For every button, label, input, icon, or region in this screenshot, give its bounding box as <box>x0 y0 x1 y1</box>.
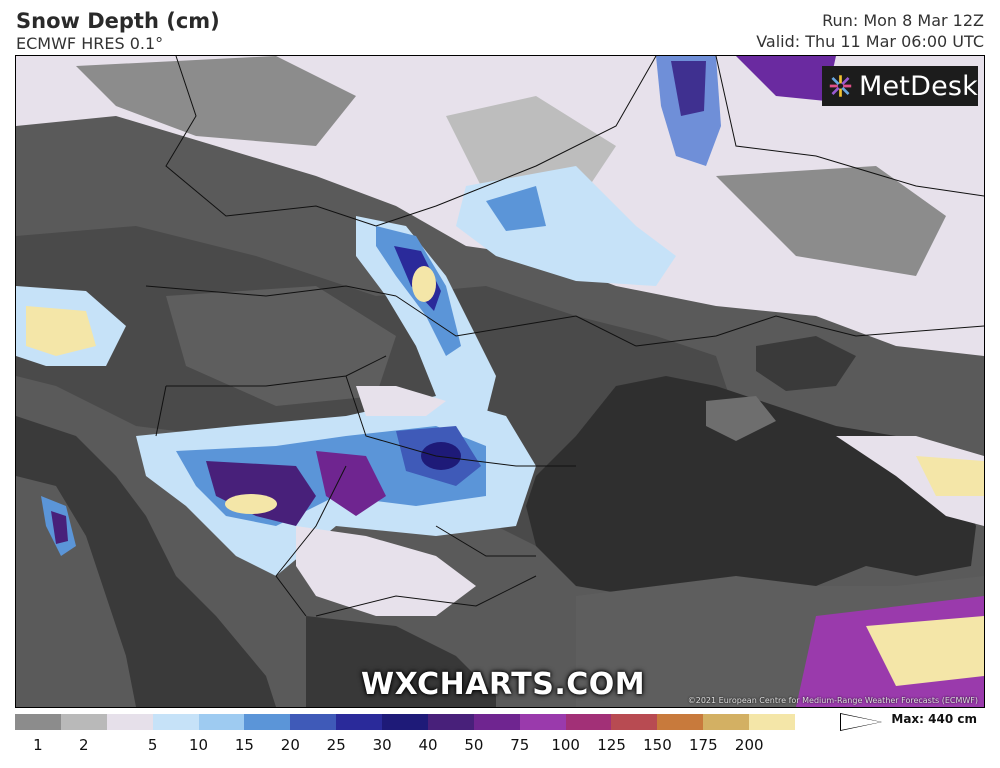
aegean-sea <box>306 616 496 707</box>
black-sea <box>526 376 976 596</box>
run-info: Run: Mon 8 Mar 12Z Valid: Thu 11 Mar 06:… <box>756 10 984 52</box>
legend-tick-label: 25 <box>326 736 346 754</box>
legend-swatch <box>565 714 612 730</box>
legend-tick-label: 175 <box>689 736 718 754</box>
legend-swatch <box>382 714 428 730</box>
snow-purple-northeast <box>736 56 836 101</box>
grey-patch-ukraine <box>716 166 946 276</box>
metdesk-starburst-icon <box>829 75 852 97</box>
legend-tick-label: 10 <box>189 736 209 754</box>
legend-tick-label: 1 <box>33 736 43 754</box>
copyright-notice: ©2021 European Centre for Medium-Range W… <box>687 696 978 705</box>
legend-tick-label: 200 <box>734 736 764 754</box>
valid-time: Valid: Thu 11 Mar 06:00 UTC <box>756 32 984 51</box>
italy <box>16 476 136 707</box>
snow-purple-north <box>671 61 706 116</box>
snow-carpathians-lightblue <box>356 216 496 436</box>
grey-patch-hungary <box>166 286 396 406</box>
snow-dinaric-peak <box>225 494 277 514</box>
legend-swatch <box>703 714 749 730</box>
sea-of-azov <box>756 336 856 391</box>
snow-anatolia-peak <box>866 616 984 686</box>
metdesk-logo: MetDesk <box>822 66 978 106</box>
legend-swatch <box>611 714 658 730</box>
map-canvas <box>16 56 984 707</box>
legend-tick-label: 75 <box>510 736 530 754</box>
legend-tick-label: 15 <box>234 736 254 754</box>
chart-header: Snow Depth (cm) ECMWF HRES 0.1° <box>16 8 220 54</box>
snow-balkans-core <box>421 442 461 470</box>
snow-wallachia-white <box>356 386 446 416</box>
legend-tick-label: 40 <box>418 736 438 754</box>
snow-bulgaria-white <box>296 526 476 616</box>
grey-patch-germany <box>76 56 356 146</box>
snow-carpathians-peak <box>412 266 436 302</box>
country-borders <box>145 56 984 617</box>
snow-depth-map[interactable]: MetDesk WXCHARTS.COM ©2021 European Cent… <box>15 55 985 708</box>
chart-title: Snow Depth (cm) <box>16 9 220 33</box>
legend-tick-label: 20 <box>280 736 300 754</box>
snow-alps-peak <box>26 306 96 356</box>
legend-swatch <box>290 714 337 730</box>
legend-max-value: Max: 440 cm <box>891 712 977 726</box>
legend-swatch <box>519 714 566 730</box>
snow-apennines-core <box>51 511 68 544</box>
logo-text: MetDesk <box>859 70 978 102</box>
snow-serbia-purple <box>316 451 386 516</box>
legend-swatch <box>794 714 841 730</box>
legend-tick-label: 100 <box>551 736 580 754</box>
legend-tick-label: 30 <box>372 736 392 754</box>
legend-swatch <box>657 714 704 730</box>
legend-swatch <box>749 714 795 730</box>
legend-swatch <box>244 714 291 730</box>
legend-swatch <box>60 714 107 730</box>
legend-tick-label: 2 <box>79 736 89 754</box>
snow-dinaric-purple <box>206 461 316 526</box>
snow-caucasus-peak <box>916 456 984 496</box>
watermark: WXCHARTS.COM <box>361 667 646 702</box>
color-legend: Max: 440 cm 1 2 5 10 15 20 25 30 40 50 75 100 125 150… <box>15 712 983 766</box>
legend-swatch <box>15 714 61 730</box>
legend-swatch <box>473 714 520 730</box>
legend-arrow <box>841 714 881 730</box>
model-label: ECMWF HRES 0.1° <box>16 34 164 53</box>
legend-tick-label: 5 <box>147 736 158 754</box>
legend-swatch <box>106 714 153 730</box>
snow-blue-ukraine <box>486 186 546 231</box>
legend-tick-label: 125 <box>597 736 626 754</box>
legend-tick-label: 50 <box>464 736 484 754</box>
legend-swatch <box>427 714 474 730</box>
legend-swatch <box>336 714 382 730</box>
legend-swatch <box>198 714 245 730</box>
legend-tick-label: 150 <box>643 736 672 754</box>
legend-colorbar <box>15 714 841 730</box>
crimea <box>706 396 776 441</box>
run-time: Run: Mon 8 Mar 12Z <box>822 11 984 30</box>
legend-swatch <box>152 714 199 730</box>
